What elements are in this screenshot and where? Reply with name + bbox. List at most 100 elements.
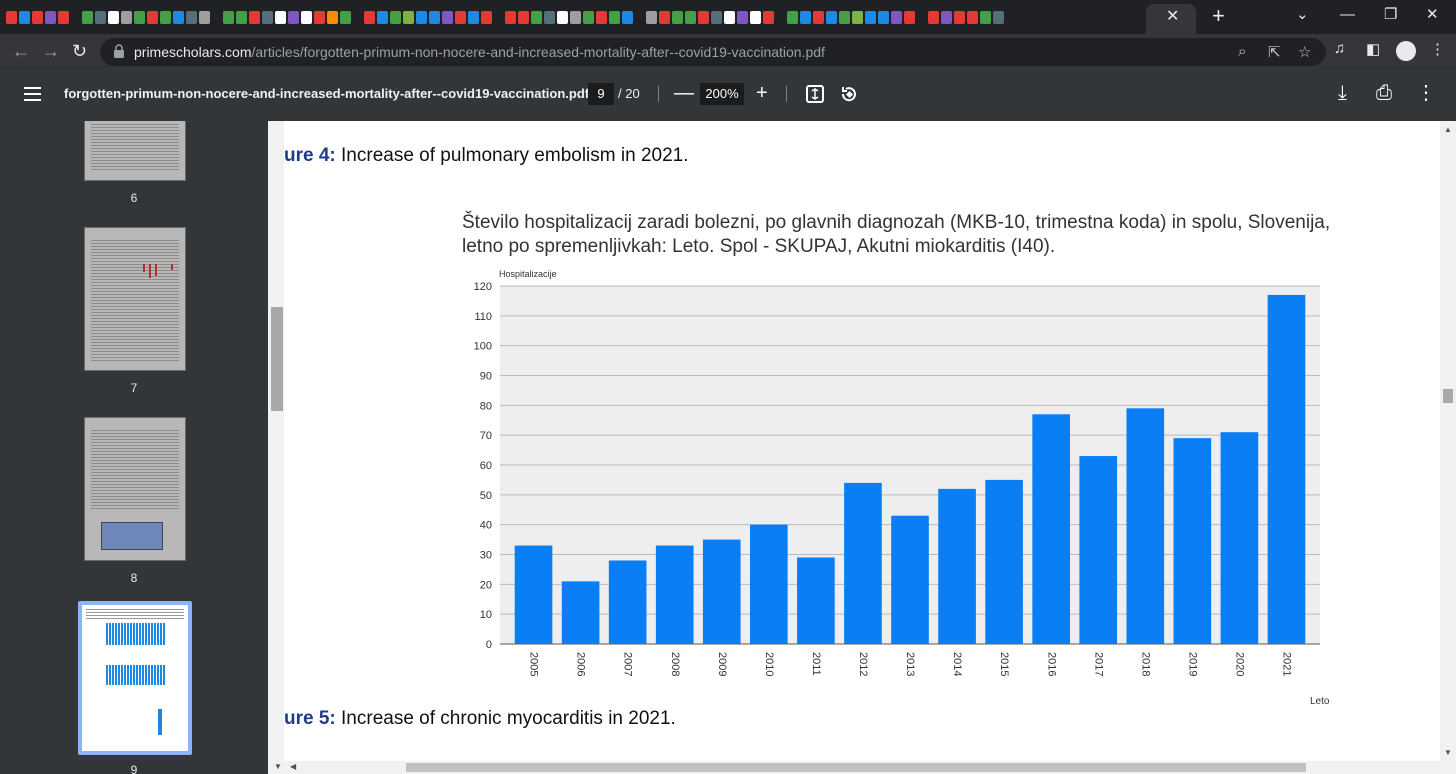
tab-favicon[interactable]	[865, 10, 876, 24]
tab-favicon[interactable]	[455, 10, 466, 24]
tab-favicon[interactable]	[505, 10, 516, 24]
tab-favicon[interactable]	[763, 10, 774, 24]
page-number-input[interactable]: 9	[588, 83, 614, 105]
tab-favicon[interactable]	[891, 10, 902, 24]
page-vertical-scrollbar[interactable]: ▲ ▼	[1440, 121, 1456, 761]
lock-icon[interactable]	[114, 44, 124, 58]
tab-favicon[interactable]	[340, 10, 351, 24]
tab-favicon[interactable]	[95, 10, 106, 24]
menu-icon[interactable]	[24, 87, 41, 101]
tab-favicon[interactable]	[403, 10, 414, 24]
reload-button[interactable]: ↻	[72, 41, 88, 61]
tab-favicon[interactable]	[622, 10, 633, 24]
tab-favicon[interactable]	[685, 10, 696, 24]
tab-favicon[interactable]	[557, 10, 568, 24]
tab-favicon[interactable]	[737, 10, 748, 24]
tab-favicon[interactable]	[724, 10, 735, 24]
tab-favicon[interactable]	[672, 10, 683, 24]
tab-favicon[interactable]	[199, 10, 210, 24]
page-thumbnail[interactable]	[84, 227, 186, 371]
download-icon[interactable]: ⤓	[1338, 82, 1347, 104]
tab-favicon[interactable]	[6, 10, 17, 24]
active-tab[interactable]	[1146, 4, 1196, 34]
print-icon[interactable]: ⎙	[1376, 82, 1392, 104]
tab-favicon[interactable]	[878, 10, 889, 24]
tab-favicon[interactable]	[364, 10, 375, 24]
sidebar-scrollbar[interactable]	[268, 121, 284, 774]
tab-favicon[interactable]	[71, 11, 80, 24]
address-bar[interactable]: primescholars.com/articles/forgotten-pri…	[100, 38, 1326, 66]
tab-favicon[interactable]	[954, 10, 965, 24]
tab-favicon[interactable]	[275, 10, 286, 24]
tab-favicon[interactable]	[826, 10, 837, 24]
page-thumbnail-current[interactable]	[82, 605, 188, 751]
tab-favicon[interactable]	[494, 11, 503, 24]
tab-favicon[interactable]	[301, 10, 312, 24]
page-thumbnail[interactable]	[84, 121, 186, 181]
tab-favicon[interactable]	[327, 10, 338, 24]
tab-favicon[interactable]	[223, 10, 234, 24]
tab-favicon[interactable]	[518, 10, 529, 24]
tab-favicon[interactable]	[852, 10, 863, 24]
tab-favicon[interactable]	[249, 10, 260, 24]
zoom-in-button[interactable]: +	[756, 82, 768, 104]
tab-favicon[interactable]	[45, 10, 56, 24]
sidepanel-icon[interactable]: ◧	[1366, 41, 1381, 58]
forward-button[interactable]: →	[42, 41, 60, 61]
tab-favicon[interactable]	[750, 10, 761, 24]
tab-favicon[interactable]	[314, 10, 325, 24]
tab-favicon[interactable]	[787, 10, 798, 24]
media-icon[interactable]: ♫	[1334, 40, 1346, 57]
tab-favicon[interactable]	[147, 10, 158, 24]
tab-favicon[interactable]	[635, 11, 644, 24]
profile-icon[interactable]	[1396, 41, 1416, 61]
tab-favicon[interactable]	[19, 10, 30, 24]
zoom-icon[interactable]: ⌕	[1238, 43, 1247, 60]
zoom-input[interactable]: 200%	[700, 83, 744, 105]
pdf-viewer[interactable]: ure 4: Increase of pulmonary embolism in…	[268, 121, 1456, 774]
tab-favicon[interactable]	[609, 10, 620, 24]
tab-favicon[interactable]	[813, 10, 824, 24]
close-window-button[interactable]: ✕	[1426, 6, 1439, 23]
tab-favicon[interactable]	[353, 11, 362, 24]
minimize-button[interactable]: —	[1340, 6, 1355, 23]
tab-favicon[interactable]	[904, 10, 915, 24]
tab-favicon[interactable]	[967, 10, 978, 24]
tab-favicon[interactable]	[377, 10, 388, 24]
tab-favicon[interactable]	[646, 10, 657, 24]
tab-favicon[interactable]	[917, 11, 926, 24]
tab-favicon[interactable]	[481, 10, 492, 24]
tab-favicon[interactable]	[186, 10, 197, 24]
tab-favicon[interactable]	[416, 10, 427, 24]
tab-favicon[interactable]	[468, 10, 479, 24]
zoom-out-button[interactable]: —	[674, 82, 694, 104]
tab-favicon[interactable]	[698, 10, 709, 24]
tab-favicon[interactable]	[288, 10, 299, 24]
tab-favicon[interactable]	[570, 10, 581, 24]
fit-page-icon[interactable]	[806, 85, 824, 103]
tab-favicon[interactable]	[596, 10, 607, 24]
tab-favicon[interactable]	[236, 10, 247, 24]
tab-favicon[interactable]	[429, 10, 440, 24]
tab-favicon[interactable]	[993, 10, 1004, 24]
kebab-icon[interactable]: ⋮	[1430, 41, 1445, 58]
tab-favicon[interactable]	[544, 10, 555, 24]
tab-favicon[interactable]	[531, 10, 542, 24]
tab-favicon[interactable]	[262, 10, 273, 24]
tab-favicon[interactable]	[134, 10, 145, 24]
tab-favicon[interactable]	[839, 10, 850, 24]
url-text[interactable]: primescholars.com/articles/forgotten-pri…	[134, 44, 825, 60]
tab-favicon[interactable]	[82, 10, 93, 24]
share-icon[interactable]: ⇱	[1268, 44, 1281, 61]
tab-favicon[interactable]	[583, 10, 594, 24]
tab-favicon[interactable]	[928, 10, 939, 24]
close-tab-icon[interactable]: ✕	[1166, 8, 1180, 25]
tab-favicon[interactable]	[659, 10, 670, 24]
tab-favicon[interactable]	[32, 10, 43, 24]
tab-favicon[interactable]	[442, 10, 453, 24]
tab-favicon[interactable]	[173, 10, 184, 24]
tab-favicon[interactable]	[212, 11, 221, 24]
tab-favicon[interactable]	[776, 11, 785, 24]
tab-favicon[interactable]	[160, 10, 171, 24]
more-actions-icon[interactable]: ⋮	[1416, 82, 1436, 104]
